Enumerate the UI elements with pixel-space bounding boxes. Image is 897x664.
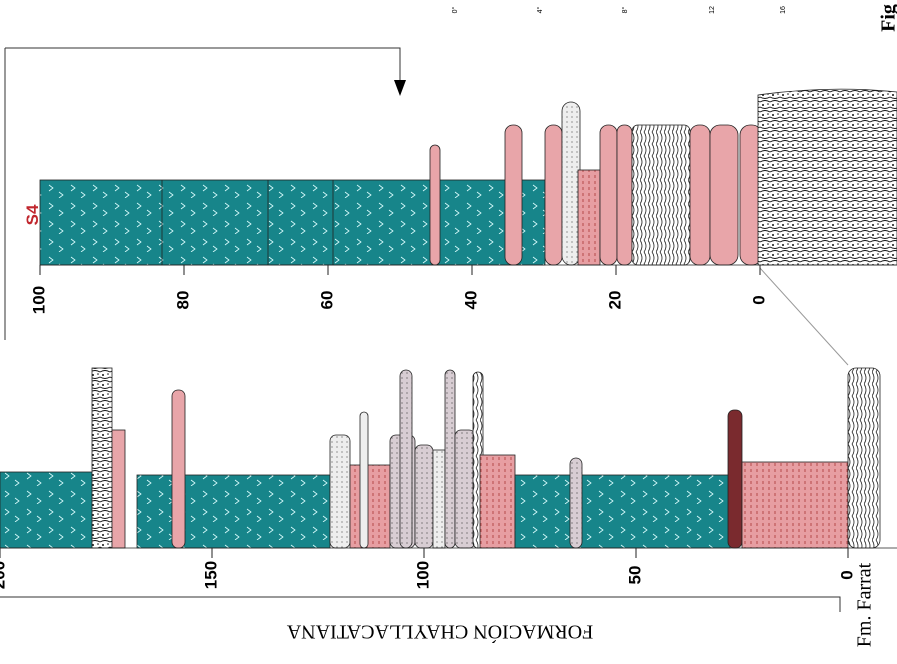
section-label: S4 xyxy=(23,204,42,225)
correlation-line xyxy=(760,268,848,365)
formation-label: Fm. Farrat xyxy=(854,562,876,647)
scale-label: 200 xyxy=(0,561,8,589)
top-scale-label: 16 xyxy=(780,6,787,14)
scale-label: 0 xyxy=(837,570,856,579)
scale-label: 80 xyxy=(173,291,192,310)
scale-label: 100 xyxy=(29,286,48,314)
formation-label: FORMACIÓN CHAYLLACATIANA xyxy=(286,620,593,644)
scale-label: 20 xyxy=(605,291,624,310)
scale-label: 60 xyxy=(317,291,336,310)
scale-label: 50 xyxy=(625,566,644,585)
scale-label: 100 xyxy=(413,561,432,589)
upper-column xyxy=(40,89,897,265)
figure-label: Fig xyxy=(878,4,897,32)
bracket xyxy=(0,597,840,612)
top-scale-label: 12 xyxy=(709,6,716,14)
diagram: S4 FORMACIÓN CHAYLLACATIANA Fm. Farrat F… xyxy=(0,0,897,664)
top-scale-label: 8° xyxy=(621,6,629,13)
arrow xyxy=(394,80,406,96)
lower-column xyxy=(0,368,897,548)
top-scale-label: 4° xyxy=(536,6,544,13)
top-scale-label: 0° xyxy=(451,6,459,13)
scale-label: 40 xyxy=(461,291,480,310)
scale-label: 150 xyxy=(201,561,220,589)
scale-label: 0 xyxy=(749,295,768,304)
